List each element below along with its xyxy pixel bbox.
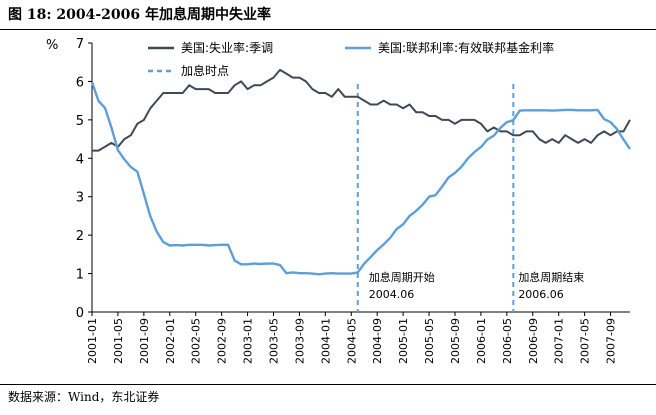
y-tick-label: 6	[76, 75, 84, 90]
x-tick-label: 2003-09	[293, 318, 306, 364]
chart-axes: 0 1 2 3 4 5 6 7% 2001-01 2001-05 2001-09 2002-01 200…	[46, 37, 630, 364]
x-tick-label: 2005-01	[397, 318, 410, 364]
x-tick-label: 2003-05	[267, 318, 280, 364]
x-tick-label: 2001-05	[112, 318, 125, 364]
legend-label: 美国:失业率:季调	[181, 40, 273, 55]
y-tick-label: 7	[76, 37, 84, 52]
x-tick-label: 2002-05	[190, 318, 203, 364]
x-tick-label: 2007-09	[605, 318, 618, 364]
y-tick-label: 0	[76, 306, 84, 321]
legend-label: 美国:联邦利率:有效联邦基金利率	[378, 40, 554, 55]
x-tick-label: 2004-09	[371, 318, 384, 364]
y-tick-label: 5	[76, 114, 84, 129]
x-tick-label: 2004-05	[345, 318, 358, 364]
x-tick-label: 2003-01	[242, 318, 255, 364]
event-marker-date: 2006.06	[518, 288, 564, 301]
chart-series	[90, 68, 631, 276]
y-tick-label: 3	[76, 191, 84, 206]
title-rule	[0, 29, 656, 30]
x-tick-label: 2001-01	[86, 318, 99, 364]
event-marker-label: 加息周期开始	[369, 270, 435, 284]
x-tick-label: 2007-05	[579, 318, 592, 364]
series-line-unemployment	[92, 68, 631, 152]
x-tick-label: 2006-05	[501, 318, 514, 364]
x-tick-label: 2007-01	[553, 318, 566, 364]
series-line-fed-funds	[90, 81, 631, 276]
data-source-note: 数据来源：Wind，东北证券	[8, 390, 160, 404]
y-tick-label: 4	[76, 152, 84, 167]
figure-title: 图 18: 2004-2006 年加息周期中失业率	[8, 7, 272, 23]
event-marker-date: 2004.06	[369, 288, 415, 301]
event-markers: 加息周期开始 2004.06 加息周期结束 2006.06	[356, 84, 584, 312]
source-rule	[0, 384, 656, 385]
y-tick-label: 2	[76, 229, 84, 244]
x-tick-label: 2006-09	[527, 318, 540, 364]
x-tick-label: 2005-05	[423, 318, 436, 364]
x-tick-label: 2006-01	[475, 318, 488, 364]
x-tick-label: 2004-01	[319, 318, 332, 364]
y-axis-unit-label: %	[46, 38, 58, 53]
x-tick-label: 2002-09	[216, 318, 229, 364]
x-tick-label: 2005-09	[449, 318, 462, 364]
legend-label: 加息时点	[181, 63, 229, 78]
x-tick-label: 2002-01	[164, 318, 177, 364]
y-tick-label: 1	[76, 268, 84, 283]
x-tick-label: 2001-09	[138, 318, 151, 364]
event-marker-label: 加息周期结束	[518, 270, 584, 284]
